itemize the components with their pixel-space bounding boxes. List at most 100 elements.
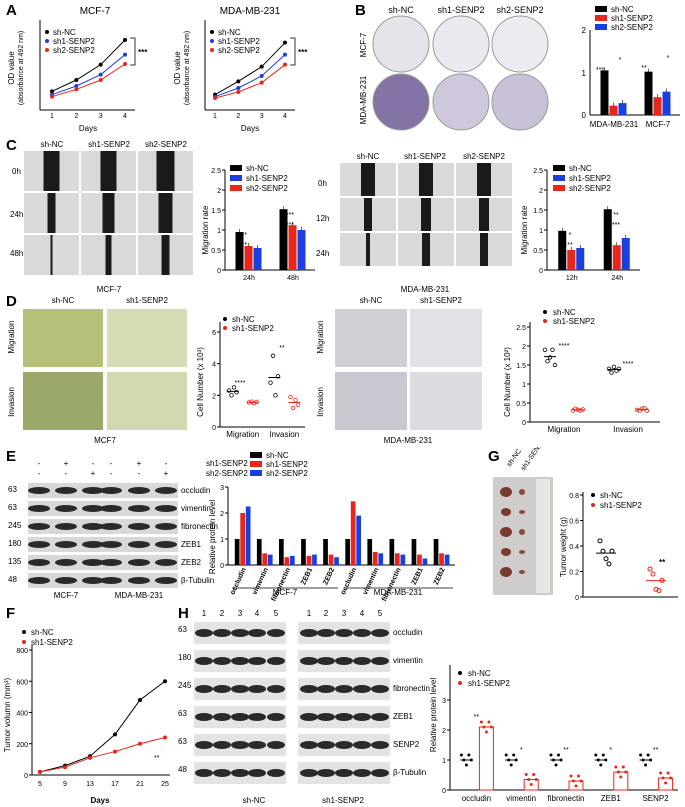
- blot-band: [213, 657, 231, 665]
- blot-band: [155, 487, 177, 494]
- series-line-sh1-SENP2: [214, 54, 286, 98]
- lane-sign: +: [164, 469, 169, 478]
- bar-sh1-SENP2-vimentin: [262, 553, 268, 565]
- g-legend-nc: sh-NC: [600, 491, 623, 500]
- bar-sh-NC-12h: [558, 230, 567, 270]
- blot-band: [248, 685, 266, 693]
- blot-band: [195, 769, 213, 777]
- blot-band: [335, 657, 353, 665]
- e-row-sh1: sh1-SENP2: [206, 459, 248, 468]
- blot-band: [28, 541, 50, 548]
- band-label: ZEB1: [181, 540, 202, 549]
- x-tick-label: 17: [111, 781, 119, 788]
- c-left-bars-ytick-label: 0.5: [211, 248, 221, 255]
- point-sh1-SENP2: [98, 72, 103, 77]
- blot-band: [100, 541, 122, 548]
- bar-sh1-SENP2-48h: [288, 225, 297, 270]
- point-sh2-SENP2: [259, 80, 264, 85]
- point-sh2-SENP2: [50, 94, 54, 99]
- point-sh-NC-Migration: [550, 347, 555, 352]
- panel-c: sh-NC sh1-SENP2 sh2-SENP2 0h 24h 48h MCF…: [10, 140, 640, 294]
- blot-band: [55, 487, 77, 494]
- bar-sh1-SENP2-fibronectin: [395, 553, 400, 565]
- bar-sh1-SENP2-24h: [612, 245, 621, 270]
- blot-band: [371, 629, 389, 637]
- point-sh-NC: [123, 38, 127, 42]
- g-photo-label-nc: sh-NC: [506, 448, 523, 468]
- sig-annotation: **: [567, 242, 573, 249]
- c-right-ylabel: Migration rate: [520, 205, 529, 254]
- blot-band: [55, 541, 77, 548]
- c-left-legend: sh-NC sh1-SENP2 sh2-SENP2: [230, 164, 288, 193]
- a2-sig: ***: [298, 48, 308, 57]
- point-sh1-SENP2: [88, 755, 92, 760]
- b-legend: sh-NC sh1-SENP2 sh2-SENP2: [595, 5, 653, 32]
- mw-label: 63: [178, 737, 187, 746]
- lane-number: 3: [238, 609, 243, 618]
- wound-gap: [105, 235, 112, 275]
- blot-band: [231, 769, 249, 777]
- h-ylabel: Relative protein level: [429, 678, 438, 752]
- d-right-img-mig-nc: [335, 309, 407, 367]
- d-left-img-mig-nc: [23, 309, 103, 367]
- wound-gap: [102, 193, 115, 233]
- b-row-mda: MDA-MB-231: [359, 75, 368, 124]
- bar-sh-NC-ZEB2: [323, 539, 328, 565]
- mw-label: 245: [178, 681, 192, 690]
- blot-band: [82, 541, 104, 548]
- point-sh-NC-Invasion: [616, 366, 622, 371]
- d-right-legend-nc: sh-NC: [553, 308, 576, 317]
- bar-sh2-SENP2-fibronectin: [290, 555, 295, 565]
- mw-label: 245: [8, 521, 22, 530]
- bar-sh2-SENP2-ZEB1: [312, 554, 317, 565]
- point-sh-NC: [606, 561, 612, 567]
- bar-sh-NC-24h: [235, 232, 244, 270]
- d-right-ylabel: Cell Number (x 10²): [503, 347, 512, 417]
- blot-band: [371, 657, 389, 665]
- e-legend-sh1: sh1-SENP2: [266, 460, 308, 469]
- point-sh-NC-occludin: [464, 763, 468, 767]
- lane-sign: -: [110, 459, 113, 468]
- a1-plot: 1 2 3 4: [50, 38, 127, 120]
- b-ytick-0: 0: [582, 111, 587, 120]
- c-left-legend-sh1: sh1-SENP2: [246, 174, 288, 183]
- series-line-sh1-SENP2: [39, 737, 166, 773]
- lane-number: 1: [202, 609, 207, 618]
- bar-sh-NC-48h: [279, 209, 288, 270]
- wound-gap: [361, 163, 375, 196]
- point-sh1-SENP2-fibronectin: [569, 774, 573, 778]
- bar-sh-NC-occludin: [345, 539, 350, 565]
- bar-sh2-SENP2-ZEB2: [334, 557, 339, 565]
- point-sh2-SENP2: [213, 96, 217, 100]
- g-ytick-label: 0.2: [569, 570, 579, 577]
- c-left-bars-ytick-label: 2: [217, 188, 221, 195]
- point-sh1-SENP2: [650, 571, 656, 577]
- point-sh-NC-occludin: [459, 753, 463, 757]
- panel-label-a: A: [6, 2, 17, 19]
- x-tick-label: 48h: [287, 275, 299, 282]
- c-right-legend-nc: sh-NC: [569, 164, 592, 173]
- wound-gap: [158, 193, 173, 233]
- series-line-sh1-SENP2: [51, 54, 126, 96]
- e-legend-sh2: sh2-SENP2: [266, 469, 308, 478]
- f-ytick-label: 0: [24, 773, 28, 780]
- bar-sh-NC-ZEB2: [433, 539, 439, 565]
- b-ytick-1: 1: [582, 69, 587, 78]
- point-sh-NC-Migration: [552, 362, 558, 368]
- sig-annotation: ****: [235, 380, 246, 387]
- c-right-bars-ytick-label: 2: [539, 188, 543, 195]
- d-right-row-inv: Invasion: [316, 387, 325, 417]
- blot-band: [128, 487, 150, 494]
- point-sh1-SENP2: [236, 86, 241, 90]
- lane-number: 2: [324, 609, 329, 618]
- point-sh2-SENP2: [283, 62, 287, 67]
- band-label: fibronectin: [393, 684, 430, 693]
- sig-annotation: ***: [612, 222, 620, 229]
- bar-sh1-SENP2-MDA-MB-231: [609, 105, 618, 115]
- sig-annotation: *: [569, 232, 572, 239]
- d-left-img-inv-nc: [23, 372, 103, 430]
- point-sh1-SENP2-Invasion: [290, 405, 296, 411]
- point-sh-NC-Migration: [545, 358, 550, 364]
- panel-g: sh-NC sh1-SENP2 Tumor weight (g) 0 0.2 0.4…: [493, 447, 678, 602]
- c-right-bars-ytick-label: 2.5: [533, 168, 543, 175]
